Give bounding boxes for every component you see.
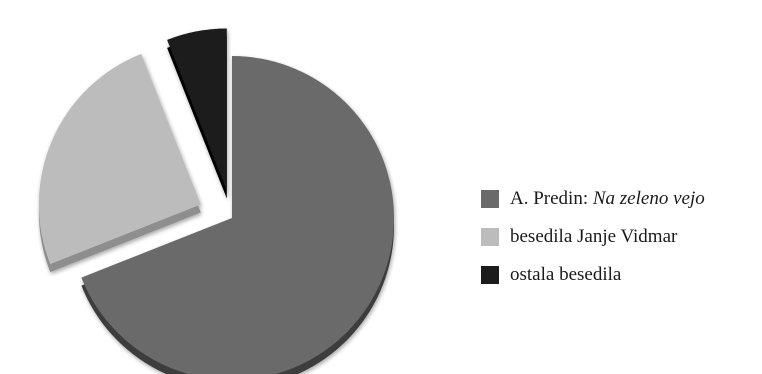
legend-label-predin: A. Predin: Na zeleno vejo [510, 188, 705, 209]
slice-vidmar [38, 53, 201, 273]
chart-legend: A. Predin: Na zeleno vejo besedila Janje… [481, 189, 705, 303]
slice-vidmar-face [38, 53, 201, 265]
legend-item-predin: A. Predin: Na zeleno vejo [481, 189, 705, 209]
legend-label-vidmar: besedila Janje Vidmar [510, 226, 678, 247]
legend-item-vidmar: besedila Janje Vidmar [481, 227, 705, 247]
legend-swatch-predin [481, 190, 499, 208]
legend-item-other: ostala besedila [481, 265, 705, 285]
legend-swatch-other [481, 266, 499, 284]
slice-predin-face [81, 56, 395, 374]
slice-predin [81, 56, 395, 374]
legend-swatch-vidmar [481, 228, 499, 246]
slice-other-face [167, 28, 227, 191]
legend-label-other: ostala besedila [510, 264, 622, 285]
slice-other [167, 28, 227, 199]
